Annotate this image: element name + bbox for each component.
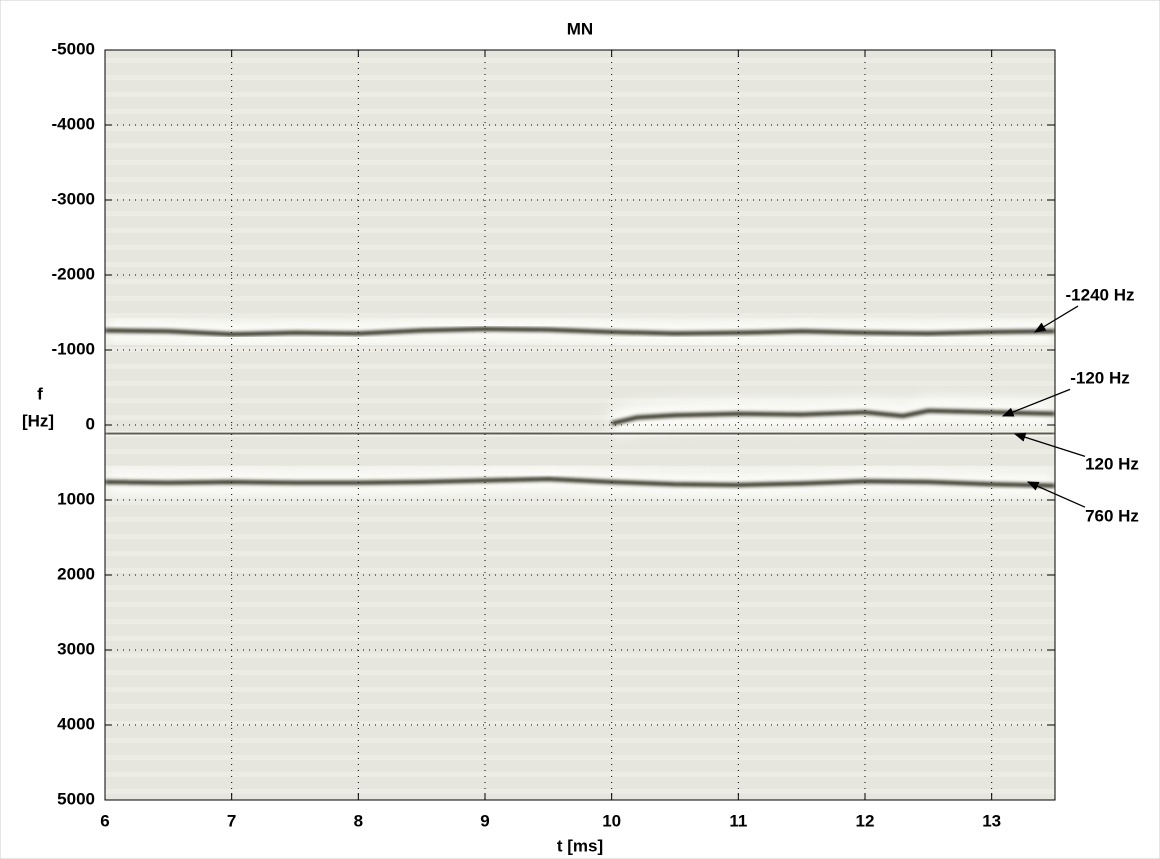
texture-stripe <box>105 619 1055 624</box>
texture-stripe <box>105 704 1055 709</box>
texture-stripe <box>105 653 1055 658</box>
texture-stripe <box>105 109 1055 114</box>
texture-stripe <box>105 160 1055 165</box>
x-axis-label: t [ms] <box>557 836 603 855</box>
y-axis-label: f <box>37 384 43 403</box>
texture-stripe <box>105 92 1055 97</box>
texture-stripe <box>105 738 1055 743</box>
texture-stripe <box>105 228 1055 233</box>
texture-stripe <box>105 755 1055 760</box>
texture-stripe <box>105 245 1055 250</box>
texture-stripe <box>105 381 1055 386</box>
texture-stripe <box>105 449 1055 454</box>
texture-stripe <box>105 687 1055 692</box>
texture-stripe <box>105 126 1055 131</box>
ridge <box>105 431 1055 436</box>
y-tick-label: -1000 <box>52 339 95 358</box>
ridge <box>105 326 1055 337</box>
texture-stripe <box>105 568 1055 573</box>
texture-stripe <box>105 415 1055 420</box>
texture-stripe <box>105 364 1055 369</box>
texture-stripe <box>105 789 1055 794</box>
texture-stripe <box>105 585 1055 590</box>
annotation-arrow <box>1033 305 1079 333</box>
annotation-arrow <box>1013 432 1086 457</box>
y-tick-label: 2000 <box>57 564 95 583</box>
y-tick-label: 3000 <box>57 639 95 658</box>
texture-stripe <box>105 177 1055 182</box>
annotation-label: -1240 Hz <box>1066 285 1135 304</box>
y-tick-label: -3000 <box>52 189 95 208</box>
texture-stripe <box>105 772 1055 777</box>
texture-stripe <box>105 58 1055 63</box>
x-tick-label: 10 <box>602 811 621 830</box>
x-tick-label: 6 <box>100 811 109 830</box>
annotation-label: 760 Hz <box>1085 506 1139 525</box>
y-tick-label: -4000 <box>52 114 95 133</box>
y-tick-label: 1000 <box>57 489 95 508</box>
annotation-arrow <box>1026 481 1086 508</box>
texture-stripe <box>105 398 1055 403</box>
texture-stripe <box>105 194 1055 199</box>
texture-stripe <box>105 211 1055 216</box>
annotation-label: -120 Hz <box>1070 368 1130 387</box>
x-tick-label: 11 <box>729 811 747 830</box>
texture-stripe <box>105 636 1055 641</box>
x-tick-label: 8 <box>354 811 363 830</box>
annotation-label: 120 Hz <box>1085 454 1139 473</box>
plot-border <box>104 49 1056 801</box>
texture-stripe <box>105 313 1055 318</box>
annotation-arrow <box>1001 388 1071 417</box>
ridge <box>105 476 1055 488</box>
x-tick-label: 12 <box>856 811 875 830</box>
texture-stripe <box>105 602 1055 607</box>
y-axis-label: [Hz] <box>22 411 54 430</box>
texture-stripe <box>105 75 1055 80</box>
texture-stripe <box>105 143 1055 148</box>
y-tick-label: 0 <box>86 414 95 433</box>
heatmap <box>105 58 1055 794</box>
texture-stripe <box>105 551 1055 556</box>
y-tick-label: 5000 <box>57 789 95 808</box>
texture-stripe <box>105 534 1055 539</box>
texture-stripe <box>105 262 1055 267</box>
x-tick-label: 13 <box>982 811 1001 830</box>
x-tick-label: 7 <box>227 811 236 830</box>
texture-stripe <box>105 670 1055 675</box>
texture-stripe <box>105 500 1055 505</box>
x-tick-label: 9 <box>480 811 489 830</box>
y-tick-label: -2000 <box>52 264 95 283</box>
chart-title: MN <box>567 19 593 38</box>
texture-stripe <box>105 517 1055 522</box>
ridge <box>611 408 1055 426</box>
y-tick-label: 4000 <box>57 714 95 733</box>
texture-stripe <box>105 296 1055 301</box>
texture-stripe <box>105 721 1055 726</box>
y-tick-label: -5000 <box>52 39 95 58</box>
texture-stripe <box>105 279 1055 284</box>
